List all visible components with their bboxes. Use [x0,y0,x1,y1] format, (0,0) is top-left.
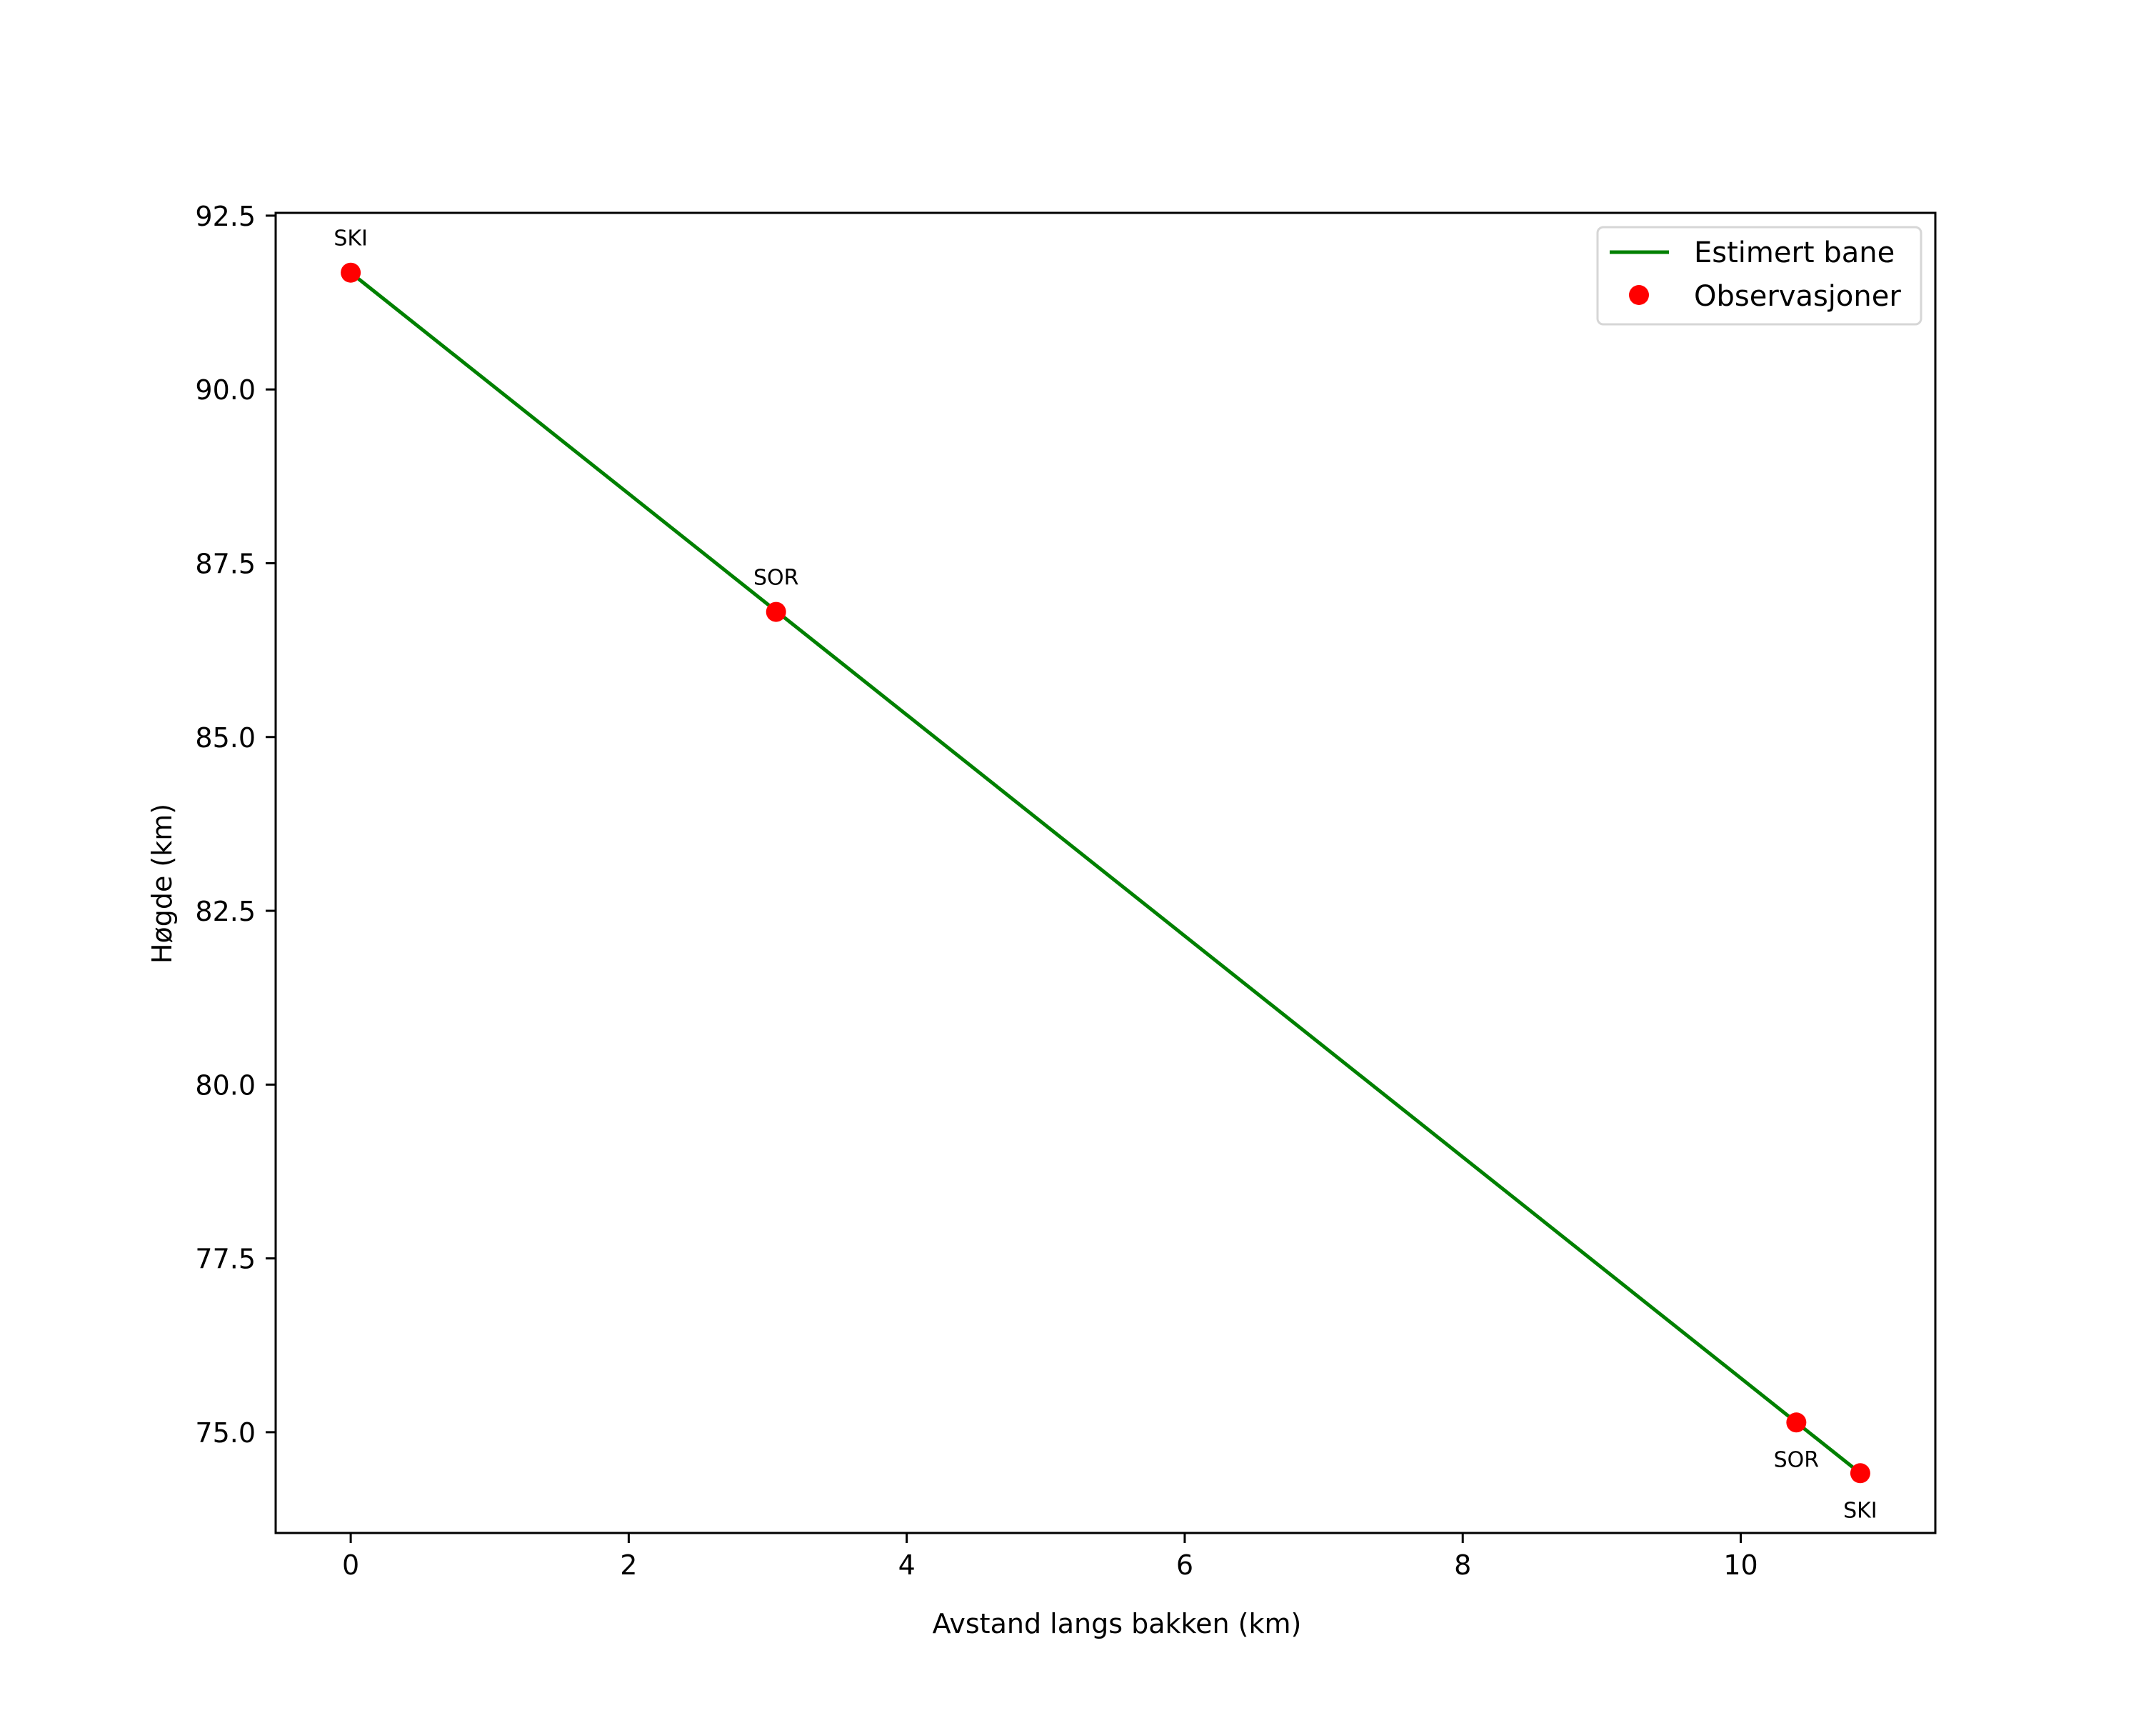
x-tick-label: 10 [1723,1549,1758,1581]
legend: Estimert bane Observasjoner [1596,226,1922,326]
legend-label-observasjoner: Observasjoner [1694,280,1901,313]
x-tick-label: 8 [1454,1549,1471,1581]
y-tick-label: 75.0 [195,1417,256,1449]
y-tick-label: 85.0 [195,722,256,754]
legend-label-estimert-bane: Estimert bane [1694,236,1895,269]
estimated-trajectory-line [349,271,1862,1475]
legend-dot-icon [1629,285,1649,305]
observation-point [1850,1463,1870,1484]
observation-point [1786,1412,1807,1433]
axes-frame [274,211,1937,1534]
x-tick-label: 2 [620,1549,637,1581]
observation-point [766,601,786,622]
plot-area: SKI SOR SOR SKI [334,226,1877,1524]
y-tick-label: 87.5 [195,548,256,579]
observation-point [341,262,361,283]
x-axis-label: Avstand langs bakken (km) [933,1608,1302,1639]
y-tick-label: 77.5 [195,1244,256,1275]
y-tick-label: 90.0 [195,374,256,406]
x-tick-label: 0 [342,1549,359,1581]
station-label: SOR [1774,1447,1820,1472]
station-label: SKI [1843,1498,1877,1523]
x-tick-label: 6 [1176,1549,1193,1581]
y-axis-label: Høgde (km) [146,804,178,964]
y-tick-label: 82.5 [195,896,256,927]
y-axis-ticks: 75.0 77.5 80.0 82.5 85.0 87.5 90.0 92.5 [195,201,276,1449]
y-tick-label: 80.0 [195,1069,256,1101]
station-label: SOR [753,566,799,591]
x-tick-label: 4 [898,1549,916,1581]
station-label: SKI [334,226,368,251]
legend-box [1596,226,1922,326]
y-tick-label: 92.5 [195,201,256,232]
x-axis-ticks: 0 2 4 6 8 10 [342,1533,1758,1581]
